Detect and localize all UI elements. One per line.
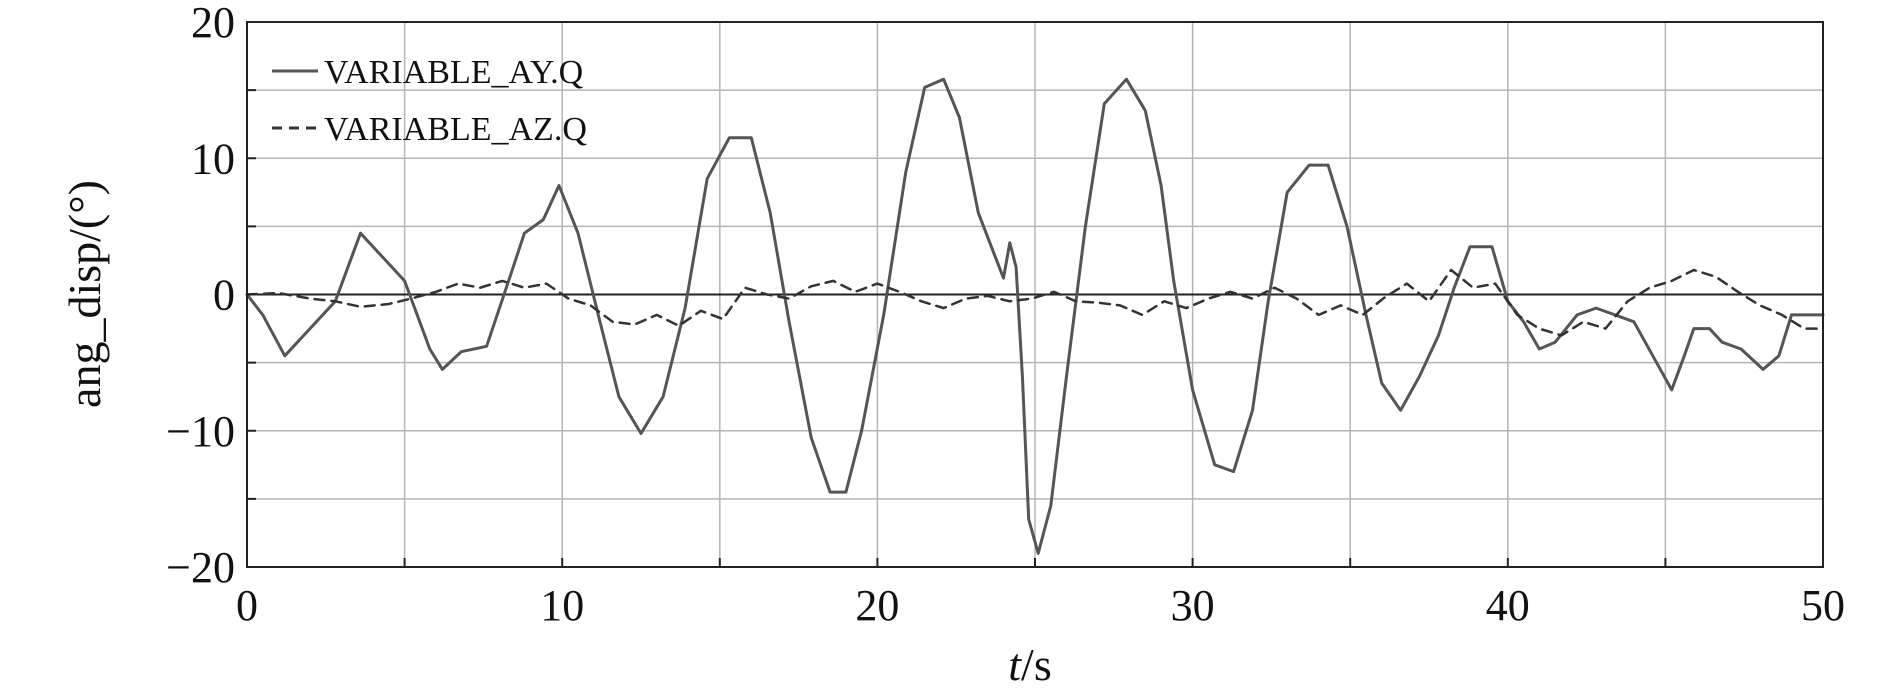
x-tick-label: 20 [855, 581, 899, 630]
tick-marks [246, 21, 1824, 568]
y-tick-label: 10 [191, 134, 235, 183]
series-line-ay [245, 77, 1825, 555]
y-tick-label: −10 [166, 407, 235, 456]
gridlines [247, 22, 1823, 567]
series-layer [245, 77, 1825, 555]
legend-label-ay: VARIABLE_AY.Q [324, 54, 583, 91]
x-axis-title-unit: /s [1021, 639, 1052, 690]
series-line-az [245, 268, 1825, 337]
x-tick-label: 10 [540, 581, 584, 630]
x-axis-title-var: t [1008, 639, 1022, 690]
x-tick-label: 40 [1486, 581, 1530, 630]
legend: VARIABLE_AY.Q VARIABLE_AZ.Q [272, 54, 587, 148]
y-tick-label: 0 [213, 271, 235, 320]
x-axis-title: t/s [1008, 639, 1051, 690]
y-axis-title: ang_disp/(°) [59, 180, 110, 408]
x-tick-label: 30 [1171, 581, 1215, 630]
y-tick-label: −20 [166, 543, 235, 592]
y-tick-label: 20 [191, 0, 235, 47]
x-tick-label: 0 [236, 581, 258, 630]
legend-label-az: VARIABLE_AZ.Q [324, 111, 587, 148]
tick-labels: 0 10 20 30 40 50 20 10 0 −10 −20 [166, 0, 1845, 630]
x-tick-label: 50 [1801, 581, 1845, 630]
